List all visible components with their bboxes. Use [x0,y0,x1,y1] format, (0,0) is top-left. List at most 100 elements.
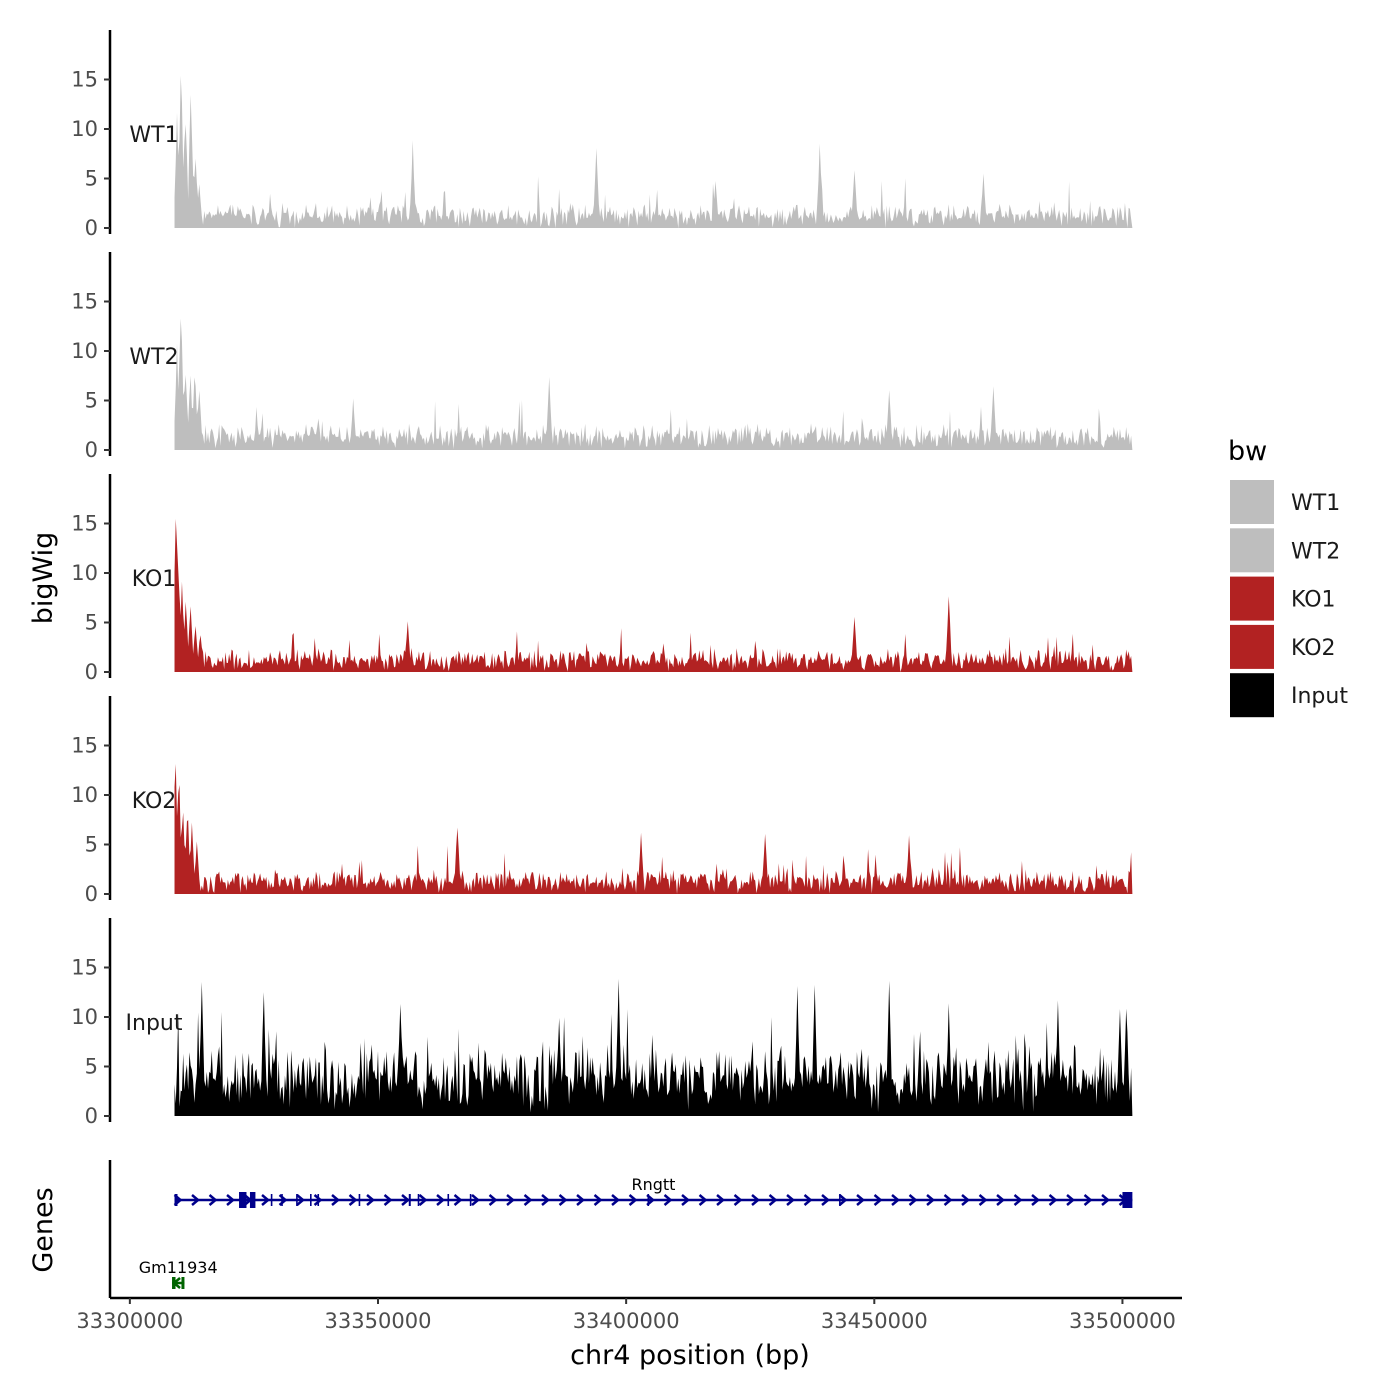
y-tick-label: 15 [71,290,98,314]
exon [174,1194,178,1206]
strand-arrow [1031,1194,1040,1206]
exon [839,1194,841,1206]
strand-arrow [996,1194,1005,1206]
strand-arrow [978,1194,988,1206]
legend-label: KO2 [1291,636,1336,661]
strand-arrow [1066,1194,1075,1206]
strand-arrow [471,1194,480,1206]
genes-layer: Gm11934 Rngtt [108,1160,1133,1298]
strand-arrow [1013,1194,1023,1206]
exon [281,1194,283,1206]
x-tick-label: 33350000 [325,1309,432,1333]
legend-entries: WT1 WT2 KO1 KO2 Input [1230,480,1348,718]
exon [358,1194,361,1206]
strand-arrow [541,1194,550,1206]
track-panel-ko2: 0 5 10 15 KO2 [71,696,1133,906]
strand-arrow [698,1194,708,1206]
legend: bw WT1 WT2 KO1 KO2 Input [1228,436,1348,718]
exon [310,1194,312,1206]
x-tick-label: 33400000 [573,1309,680,1333]
legend-title: bw [1228,436,1267,467]
strand-arrow [436,1194,445,1206]
exon [469,1194,472,1206]
signal-area-wt2 [174,318,1133,450]
y-tick-label: 10 [71,117,98,141]
signal-area-input [174,978,1133,1116]
strand-arrow [523,1194,533,1206]
y-tick-label: 0 [85,882,98,906]
track-label-ko1: KO1 [132,567,177,592]
strand-arrow [821,1194,830,1206]
strand-arrow [856,1194,865,1206]
strand-arrow [453,1194,463,1206]
gene-label: Rngtt [631,1175,675,1194]
strand-arrow [191,1194,200,1206]
strand-arrow [576,1194,585,1206]
y-tick-label: 0 [85,438,98,462]
strand-arrow [313,1194,323,1206]
y-tick-label: 5 [85,833,98,857]
legend-label: WT1 [1291,491,1340,516]
track-label-ko2: KO2 [132,789,177,814]
exon [1122,1192,1133,1208]
y-tick-label: 10 [71,1005,98,1029]
strand-arrow [593,1194,603,1206]
exon [317,1194,320,1206]
strand-arrow [628,1194,638,1206]
legend-entry-input: Input [1230,673,1348,718]
exon [239,1192,247,1208]
strand-arrow [506,1194,515,1206]
strand-arrow [908,1194,918,1206]
strand-arrow [961,1194,970,1206]
y-tick-label: 10 [71,561,98,585]
legend-label: WT2 [1291,539,1340,564]
strand-arrow [751,1194,760,1206]
exon [249,1192,256,1208]
y-tick-label: 15 [71,512,98,536]
strand-arrow [296,1194,305,1206]
y-tick-label: 5 [85,389,98,413]
strand-arrow [383,1194,393,1206]
strand-arrow [768,1194,778,1206]
signal-area-ko1 [174,518,1133,672]
gene-rngtt: Rngtt [173,1175,1133,1208]
track-label-wt1: WT1 [129,123,178,148]
x-tick-label: 33300000 [76,1309,183,1333]
track-panel-ko1: 0 5 10 15 KO1 [71,474,1133,684]
y-tick-label: 15 [71,734,98,758]
strand-arrow [926,1194,935,1206]
x-axis: 33300000 33350000 33400000 33450000 33500000 [76,1296,1182,1333]
signal-area-wt1 [174,75,1133,228]
track-label-wt2: WT2 [129,345,178,370]
exon [270,1194,273,1206]
y-tick-label: 10 [71,783,98,807]
legend-swatch [1230,480,1274,524]
strand-arrow [558,1194,568,1206]
strand-arrow [488,1194,498,1206]
y-tick-label: 10 [71,339,98,363]
track-panel-wt2: 0 5 10 15 WT2 [71,252,1133,462]
legend-swatch [1230,576,1274,621]
y-tick-label: 15 [71,68,98,92]
exon [447,1194,450,1206]
track-panel-wt1: 0 5 10 15 WT1 [71,30,1133,240]
legend-entry-wt2: WT2 [1230,528,1340,573]
y-tick-label: 0 [85,660,98,684]
strand-arrow [733,1194,743,1206]
strand-arrow [873,1194,883,1206]
x-axis-title: chr4 position (bp) [570,1340,810,1371]
track-label-input: Input [126,1011,183,1036]
exon [181,1277,185,1289]
legend-label: Input [1291,684,1348,709]
exon [647,1194,650,1206]
strand-arrow [803,1194,813,1206]
strand-arrow [348,1194,358,1206]
exon [417,1194,420,1206]
strand-arrow [226,1194,235,1206]
strand-arrow [1048,1194,1058,1206]
strand-arrow [366,1194,375,1206]
y-tick-label: 0 [85,1104,98,1128]
exon [296,1194,298,1206]
strand-arrow [418,1194,428,1206]
strand-arrow [786,1194,795,1206]
